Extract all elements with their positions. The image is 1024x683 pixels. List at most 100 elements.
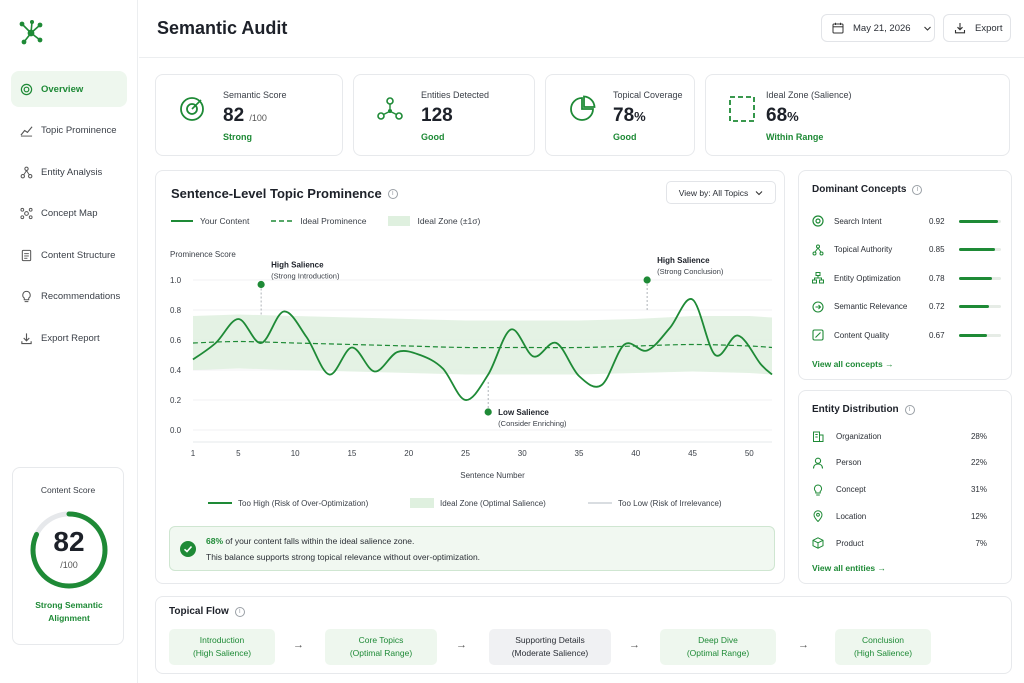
- sidebar-item-recommendations[interactable]: Recommendations: [11, 279, 127, 315]
- concept-score-bar: [959, 333, 1001, 337]
- entity-row[interactable]: Person 22%: [812, 455, 987, 471]
- salience-summary-note: 68% of your content falls within the ide…: [169, 526, 775, 571]
- flow-step[interactable]: Introduction (High Salience): [169, 629, 275, 665]
- entity-percentage: 12%: [970, 511, 987, 521]
- export-button[interactable]: Export: [943, 14, 1011, 42]
- legend-swatch-ideal-zone: [410, 498, 434, 508]
- date-picker-button[interactable]: May 21, 2026: [821, 14, 935, 42]
- content-score-desc-line2: Alignment: [48, 613, 90, 623]
- flow-step[interactable]: Supporting Details (Moderate Salience): [489, 629, 611, 665]
- sidebar-item-label: Overview: [41, 83, 84, 95]
- concept-score-bar-fill: [959, 248, 995, 251]
- chart-title-text: Sentence-Level Topic Prominence: [171, 186, 382, 201]
- panel-title-text: Entity Distribution: [812, 404, 899, 415]
- sidebar-item-overview[interactable]: Overview: [11, 71, 127, 107]
- flow-step[interactable]: Conclusion (High Salience): [835, 629, 931, 665]
- concept-score: 0.92: [929, 216, 945, 226]
- chart-title: Sentence-Level Topic Prominence i: [171, 186, 398, 201]
- concept-label: Entity Optimization: [834, 273, 901, 283]
- legend-label: Your Content: [200, 216, 250, 226]
- flow-step[interactable]: Core Topics (Optimal Range): [325, 629, 437, 665]
- annotation-marker: [257, 280, 265, 289]
- kpi-card-topical-coverage: Topical Coverage 78% Good: [545, 74, 695, 156]
- sidebar-item-label: Entity Analysis: [41, 166, 103, 178]
- dominant-concepts-panel: Dominant Concepts i Search Intent 0.92 Topi…: [798, 170, 1012, 380]
- x-tick-label: 35: [575, 449, 584, 458]
- sidebar: Overview Topic Prominence Entity Analysi…: [0, 0, 138, 683]
- entity-percentage: 28%: [970, 431, 987, 441]
- kpi-suffix: %: [634, 109, 646, 124]
- concept-row[interactable]: Topical Authority 0.85: [812, 242, 1002, 258]
- entity-row[interactable]: Location 12%: [812, 508, 987, 524]
- x-tick-label: 30: [518, 449, 527, 458]
- legend-label: Ideal Zone (±1σ): [417, 216, 481, 226]
- entity-distribution-title: Entity Distribution i: [812, 404, 915, 415]
- calendar-icon: [832, 22, 844, 34]
- concept-score: 0.85: [929, 245, 945, 254]
- concept-label: Topical Authority: [834, 245, 893, 254]
- building-icon: [812, 430, 824, 442]
- flow-step-name: Conclusion: [861, 635, 905, 645]
- info-icon[interactable]: i: [234, 606, 245, 617]
- sidebar-item-export-report[interactable]: Export Report: [11, 320, 127, 356]
- link-icon: [812, 300, 824, 313]
- concept-row[interactable]: Semantic Relevance 0.72: [812, 299, 1002, 315]
- concept-score-bar-fill: [959, 333, 988, 337]
- y-tick-label: 0.6: [170, 336, 182, 345]
- x-tick-label: 1: [191, 449, 196, 458]
- date-label: May 21, 2026: [853, 22, 911, 34]
- flow-step-state: (Optimal Range): [349, 648, 413, 658]
- sidebar-item-content-structure[interactable]: Content Structure: [11, 237, 127, 273]
- entity-row[interactable]: Organization 28%: [812, 428, 987, 444]
- concept-score-bar-fill: [959, 305, 990, 308]
- kpi-status: Good: [421, 132, 445, 142]
- info-icon[interactable]: i: [912, 184, 923, 195]
- flow-step-name: Deep Dive: [698, 635, 738, 645]
- content-score-ring: [30, 511, 108, 589]
- series-line-your-content: [192, 298, 773, 401]
- concept-score: 0.78: [929, 273, 945, 283]
- concept-score: 0.72: [929, 302, 945, 311]
- kpi-number: 82: [223, 105, 245, 126]
- concept-row[interactable]: Search Intent 0.92: [812, 213, 1002, 229]
- view-by-dropdown[interactable]: View by: All Topics: [666, 181, 776, 204]
- content-score-desc-line1: Strong Semantic: [35, 600, 103, 610]
- entity-label: Organization: [836, 431, 882, 441]
- info-icon[interactable]: i: [387, 188, 398, 199]
- x-tick-label: 15: [347, 449, 356, 458]
- sidebar-item-concept-map[interactable]: Concept Map: [11, 196, 127, 232]
- panel-title-text: Topical Flow: [169, 606, 229, 617]
- info-icon[interactable]: i: [904, 404, 915, 415]
- x-tick-label: 50: [745, 449, 754, 458]
- entity-percentage: 22%: [970, 458, 987, 468]
- x-axis-label: Sentence Number: [460, 471, 525, 480]
- concept-row[interactable]: Entity Optimization 0.78: [812, 270, 1002, 286]
- kpi-label: Semantic Score: [223, 90, 287, 100]
- trend-icon: [19, 124, 33, 138]
- sidebar-item-entity-analysis[interactable]: Entity Analysis: [11, 154, 127, 190]
- concept-label: Search Intent: [834, 216, 882, 226]
- entity-row[interactable]: Product 7%: [812, 535, 987, 551]
- view-all-concepts-link[interactable]: View all concepts →: [812, 359, 894, 369]
- y-tick-label: 0.4: [170, 366, 182, 375]
- logo-icon[interactable]: [16, 18, 46, 48]
- kpi-value: 78%: [613, 105, 646, 127]
- sidebar-item-topic-prominence[interactable]: Topic Prominence: [11, 113, 127, 149]
- flow-step[interactable]: Deep Dive (Optimal Range): [660, 629, 776, 665]
- kpi-value: 82 /100: [223, 105, 267, 127]
- note-line-1: 68% of your content falls within the ide…: [206, 536, 414, 546]
- legend-item-your-content: Your Content: [171, 216, 249, 226]
- concept-score-bar: [959, 276, 1001, 280]
- view-all-entities-link[interactable]: View all entities →: [812, 563, 887, 573]
- concept-score-bar-fill: [959, 219, 998, 223]
- concept-row[interactable]: Content Quality 0.67: [812, 327, 1002, 343]
- concept-score-bar: [959, 219, 1001, 223]
- entity-row[interactable]: Concept 31%: [812, 482, 987, 498]
- concept-label: Semantic Relevance: [834, 302, 908, 311]
- download-icon: [954, 22, 966, 34]
- legend-label-too-low: Too Low (Risk of Irrelevance): [618, 499, 722, 508]
- x-tick-label: 10: [291, 449, 300, 458]
- concept-score: 0.67: [929, 330, 945, 340]
- content-score-progress: [30, 511, 108, 589]
- annotation-title: High Salience: [657, 256, 710, 265]
